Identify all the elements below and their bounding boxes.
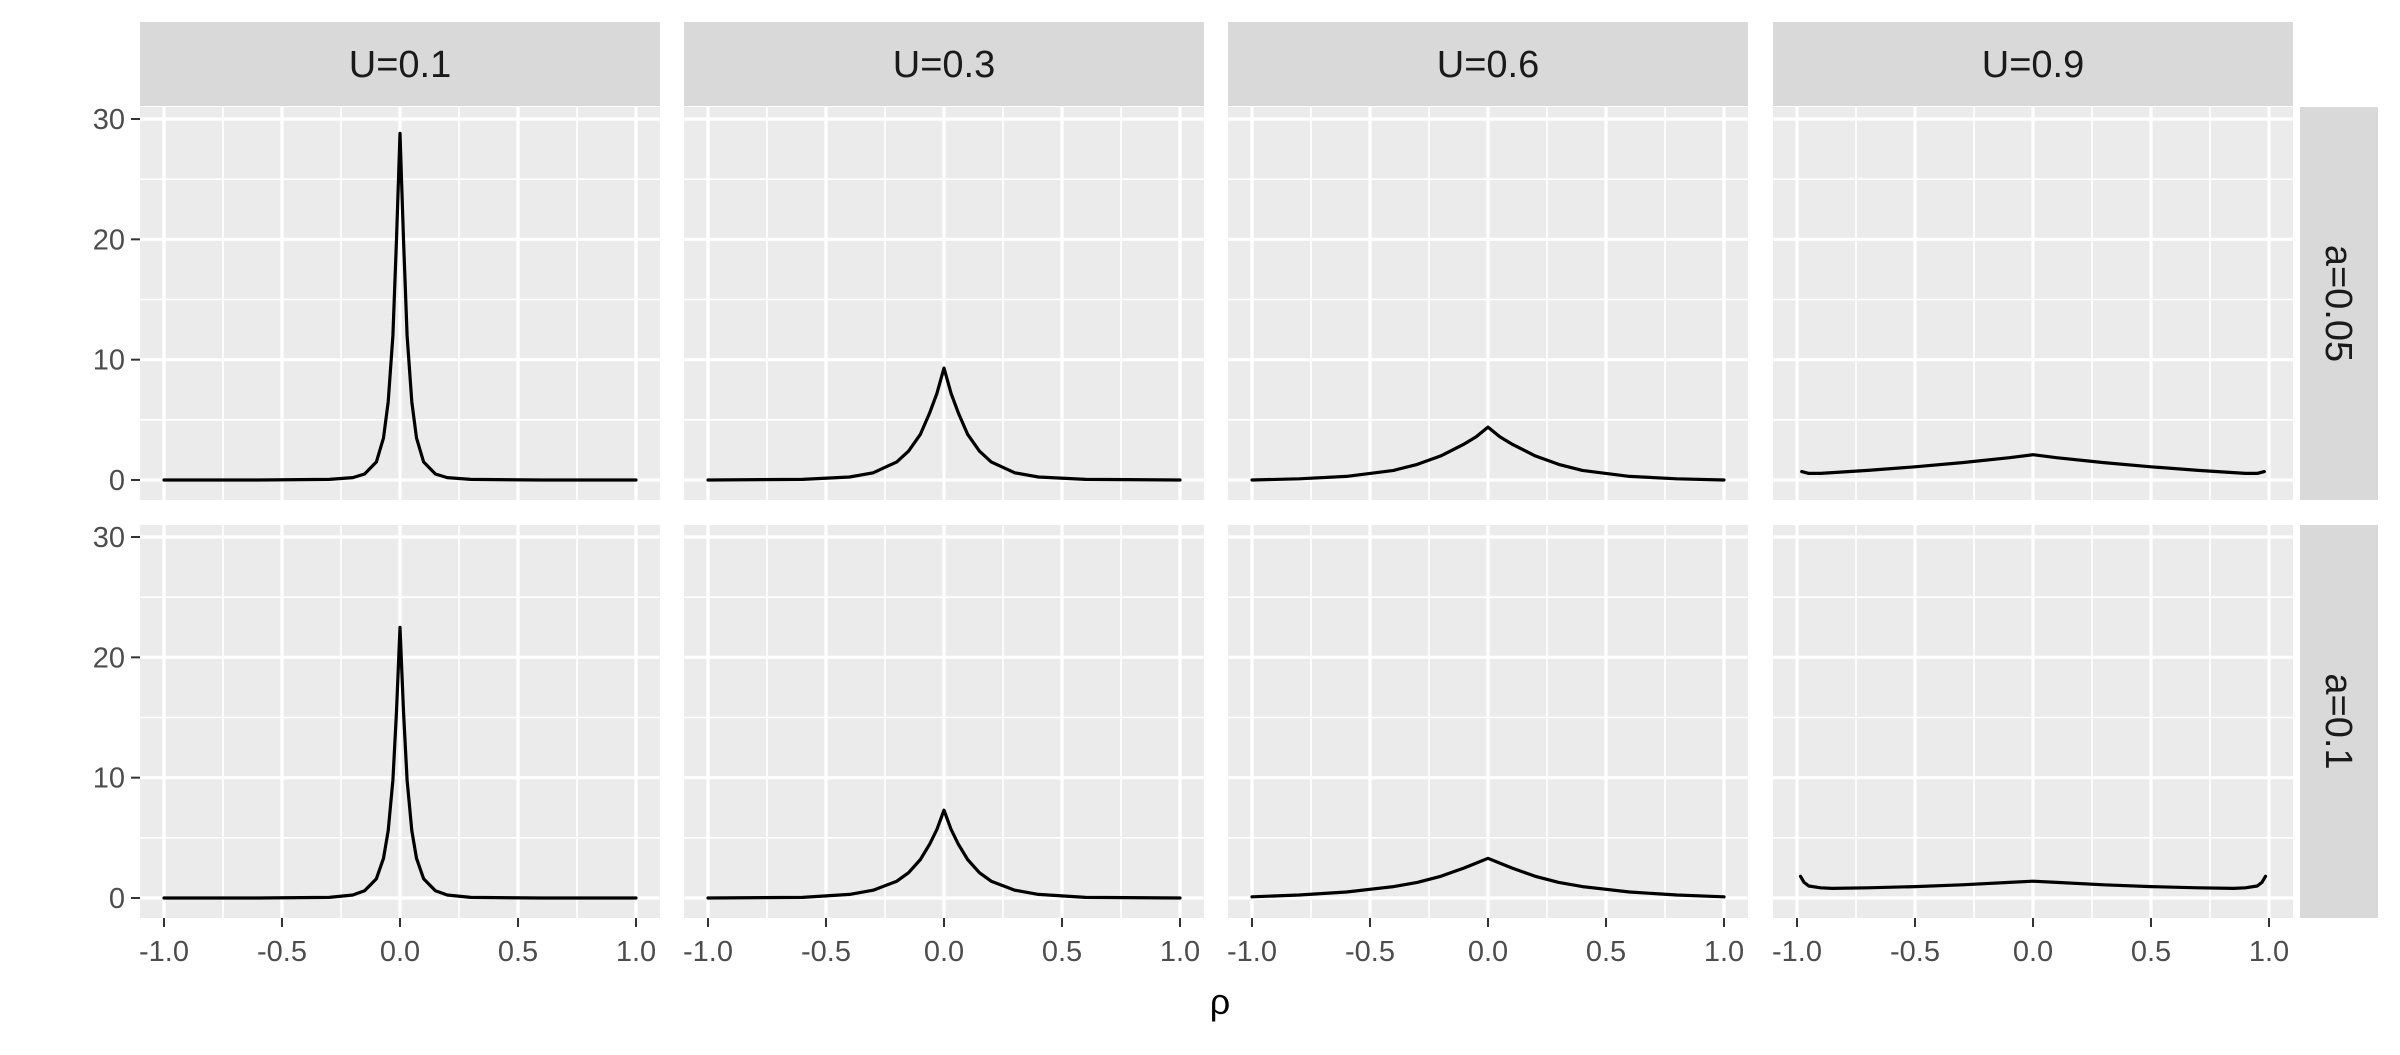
row-strip-label: a=0.05 bbox=[2317, 245, 2359, 362]
x-tick-label: 0.0 bbox=[924, 936, 964, 968]
row-strip bbox=[2300, 525, 2378, 918]
x-tick-label: 0.5 bbox=[1042, 936, 1082, 968]
x-tick-label: 0.0 bbox=[2013, 936, 2053, 968]
column-strip bbox=[684, 22, 1204, 106]
y-tick-label: 10 bbox=[93, 345, 125, 377]
series-line bbox=[706, 808, 1182, 900]
y-tick-label: 20 bbox=[93, 642, 125, 674]
column-strip-label: U=0.9 bbox=[1982, 44, 2084, 86]
column-strip bbox=[140, 22, 660, 106]
x-tick-label: 1.0 bbox=[1704, 936, 1744, 968]
series-line bbox=[1800, 453, 2266, 475]
x-tick-label: 1.0 bbox=[2249, 936, 2289, 968]
x-tick-label: 0.5 bbox=[498, 936, 538, 968]
row-strip bbox=[2300, 107, 2378, 500]
series-line bbox=[1250, 425, 1726, 482]
series-line bbox=[1798, 874, 2268, 890]
x-tick-label: -1.0 bbox=[1772, 936, 1822, 968]
x-tick-label: 0.5 bbox=[2131, 936, 2171, 968]
x-tick-label: -0.5 bbox=[1345, 936, 1395, 968]
column-strip-label: U=0.6 bbox=[1437, 44, 1539, 86]
series-line bbox=[706, 366, 1182, 482]
series-line bbox=[162, 625, 638, 900]
x-tick-label: 1.0 bbox=[616, 936, 656, 968]
x-tick-label: -1.0 bbox=[683, 936, 733, 968]
column-strip-label: U=0.3 bbox=[893, 44, 995, 86]
x-tick-label: 0.0 bbox=[1468, 936, 1508, 968]
x-tick-label: -0.5 bbox=[1890, 936, 1940, 968]
series-line bbox=[162, 131, 638, 482]
x-tick-label: 1.0 bbox=[1160, 936, 1200, 968]
y-tick-label: 30 bbox=[93, 104, 125, 136]
x-tick-label: -0.5 bbox=[801, 936, 851, 968]
x-tick-label: 0.5 bbox=[1586, 936, 1626, 968]
column-strip bbox=[1228, 22, 1748, 106]
x-tick-label: -1.0 bbox=[1227, 936, 1277, 968]
column-strip bbox=[1773, 22, 2293, 106]
y-tick-label: 0 bbox=[109, 883, 125, 915]
column-strip-label: U=0.1 bbox=[349, 44, 451, 86]
x-tick-label: -0.5 bbox=[257, 936, 307, 968]
x-tick-label: -1.0 bbox=[139, 936, 189, 968]
y-tick-label: 20 bbox=[93, 224, 125, 256]
y-tick-label: 0 bbox=[109, 465, 125, 497]
y-tick-label: 10 bbox=[93, 763, 125, 795]
row-strip-label: a=0.1 bbox=[2317, 673, 2359, 769]
series-line bbox=[1250, 856, 1726, 899]
y-tick-label: 30 bbox=[93, 522, 125, 554]
x-axis-title: ρ bbox=[1210, 981, 1230, 1022]
x-tick-label: 0.0 bbox=[380, 936, 420, 968]
